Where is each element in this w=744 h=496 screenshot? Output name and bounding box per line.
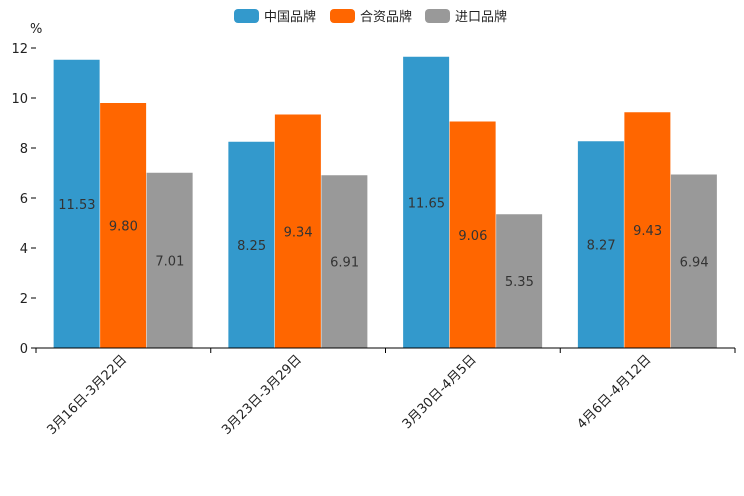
bar-value-label: 9.80 bbox=[109, 220, 138, 235]
legend-swatch-3 bbox=[425, 9, 450, 23]
y-tick-label: 2 bbox=[20, 292, 28, 307]
legend-swatch-1 bbox=[234, 9, 259, 23]
bar-value-label: 6.94 bbox=[680, 255, 709, 270]
bar-value-label: 8.27 bbox=[587, 239, 616, 254]
y-tick-label: 4 bbox=[20, 242, 28, 257]
x-tick-label: 3月23日-3月29日 bbox=[219, 352, 305, 438]
bar-value-label: 5.35 bbox=[505, 275, 534, 290]
x-axis: 3月16日-3月22日 3月23日-3月29日 3月30日-4月5日 4月6日-4月1… bbox=[35, 347, 736, 438]
y-tick-label: 10 bbox=[11, 92, 28, 107]
y-tick-label: 0 bbox=[20, 342, 28, 357]
y-tick-label: 6 bbox=[20, 192, 28, 207]
y-tick-label: 12 bbox=[11, 42, 28, 57]
bar-value-label: 9.06 bbox=[458, 229, 487, 244]
legend-label-2: 合资品牌 bbox=[360, 9, 412, 25]
legend-label-1: 中国品牌 bbox=[264, 9, 316, 25]
y-tick-label: 8 bbox=[20, 142, 28, 157]
y-axis: 0 2 4 6 8 10 12 bbox=[11, 42, 36, 357]
bar-2-2 bbox=[274, 114, 321, 348]
bar-3-1 bbox=[146, 172, 193, 348]
bar-2-3 bbox=[449, 121, 496, 348]
bar-value-label: 9.43 bbox=[633, 224, 662, 239]
bar-value-label: 9.34 bbox=[284, 225, 313, 240]
x-tick-label: 4月6日-4月12日 bbox=[575, 352, 655, 432]
bar-1-3 bbox=[403, 56, 450, 348]
bar-3-2 bbox=[321, 175, 368, 348]
bar-1-1 bbox=[53, 59, 100, 348]
x-tick-label: 3月30日-4月5日 bbox=[400, 352, 480, 432]
bar-1-4 bbox=[577, 141, 624, 348]
bar-2-1 bbox=[100, 103, 147, 348]
x-tick-label: 3月16日-3月22日 bbox=[44, 352, 130, 438]
bar-value-label: 6.91 bbox=[330, 256, 359, 271]
bar-3-4 bbox=[670, 174, 717, 348]
legend-swatch-2 bbox=[330, 9, 355, 23]
bar-value-label: 7.01 bbox=[155, 254, 184, 269]
legend-label-3: 进口品牌 bbox=[455, 9, 507, 25]
bar-2-4 bbox=[624, 112, 671, 348]
bar-value-label: 11.65 bbox=[408, 196, 445, 211]
bar-3-3 bbox=[496, 214, 543, 348]
bar-value-label: 8.25 bbox=[237, 239, 266, 254]
bar-value-label: 11.53 bbox=[58, 198, 95, 213]
legend: 中国品牌 合资品牌 进口品牌 bbox=[234, 9, 507, 25]
y-axis-unit-label: % bbox=[30, 22, 42, 37]
bars-group: 11.53 9.80 7.01 8.25 9.34 6.91 11.65 9.06 5.35 8.… bbox=[53, 56, 717, 348]
bar-1-2 bbox=[228, 141, 275, 348]
